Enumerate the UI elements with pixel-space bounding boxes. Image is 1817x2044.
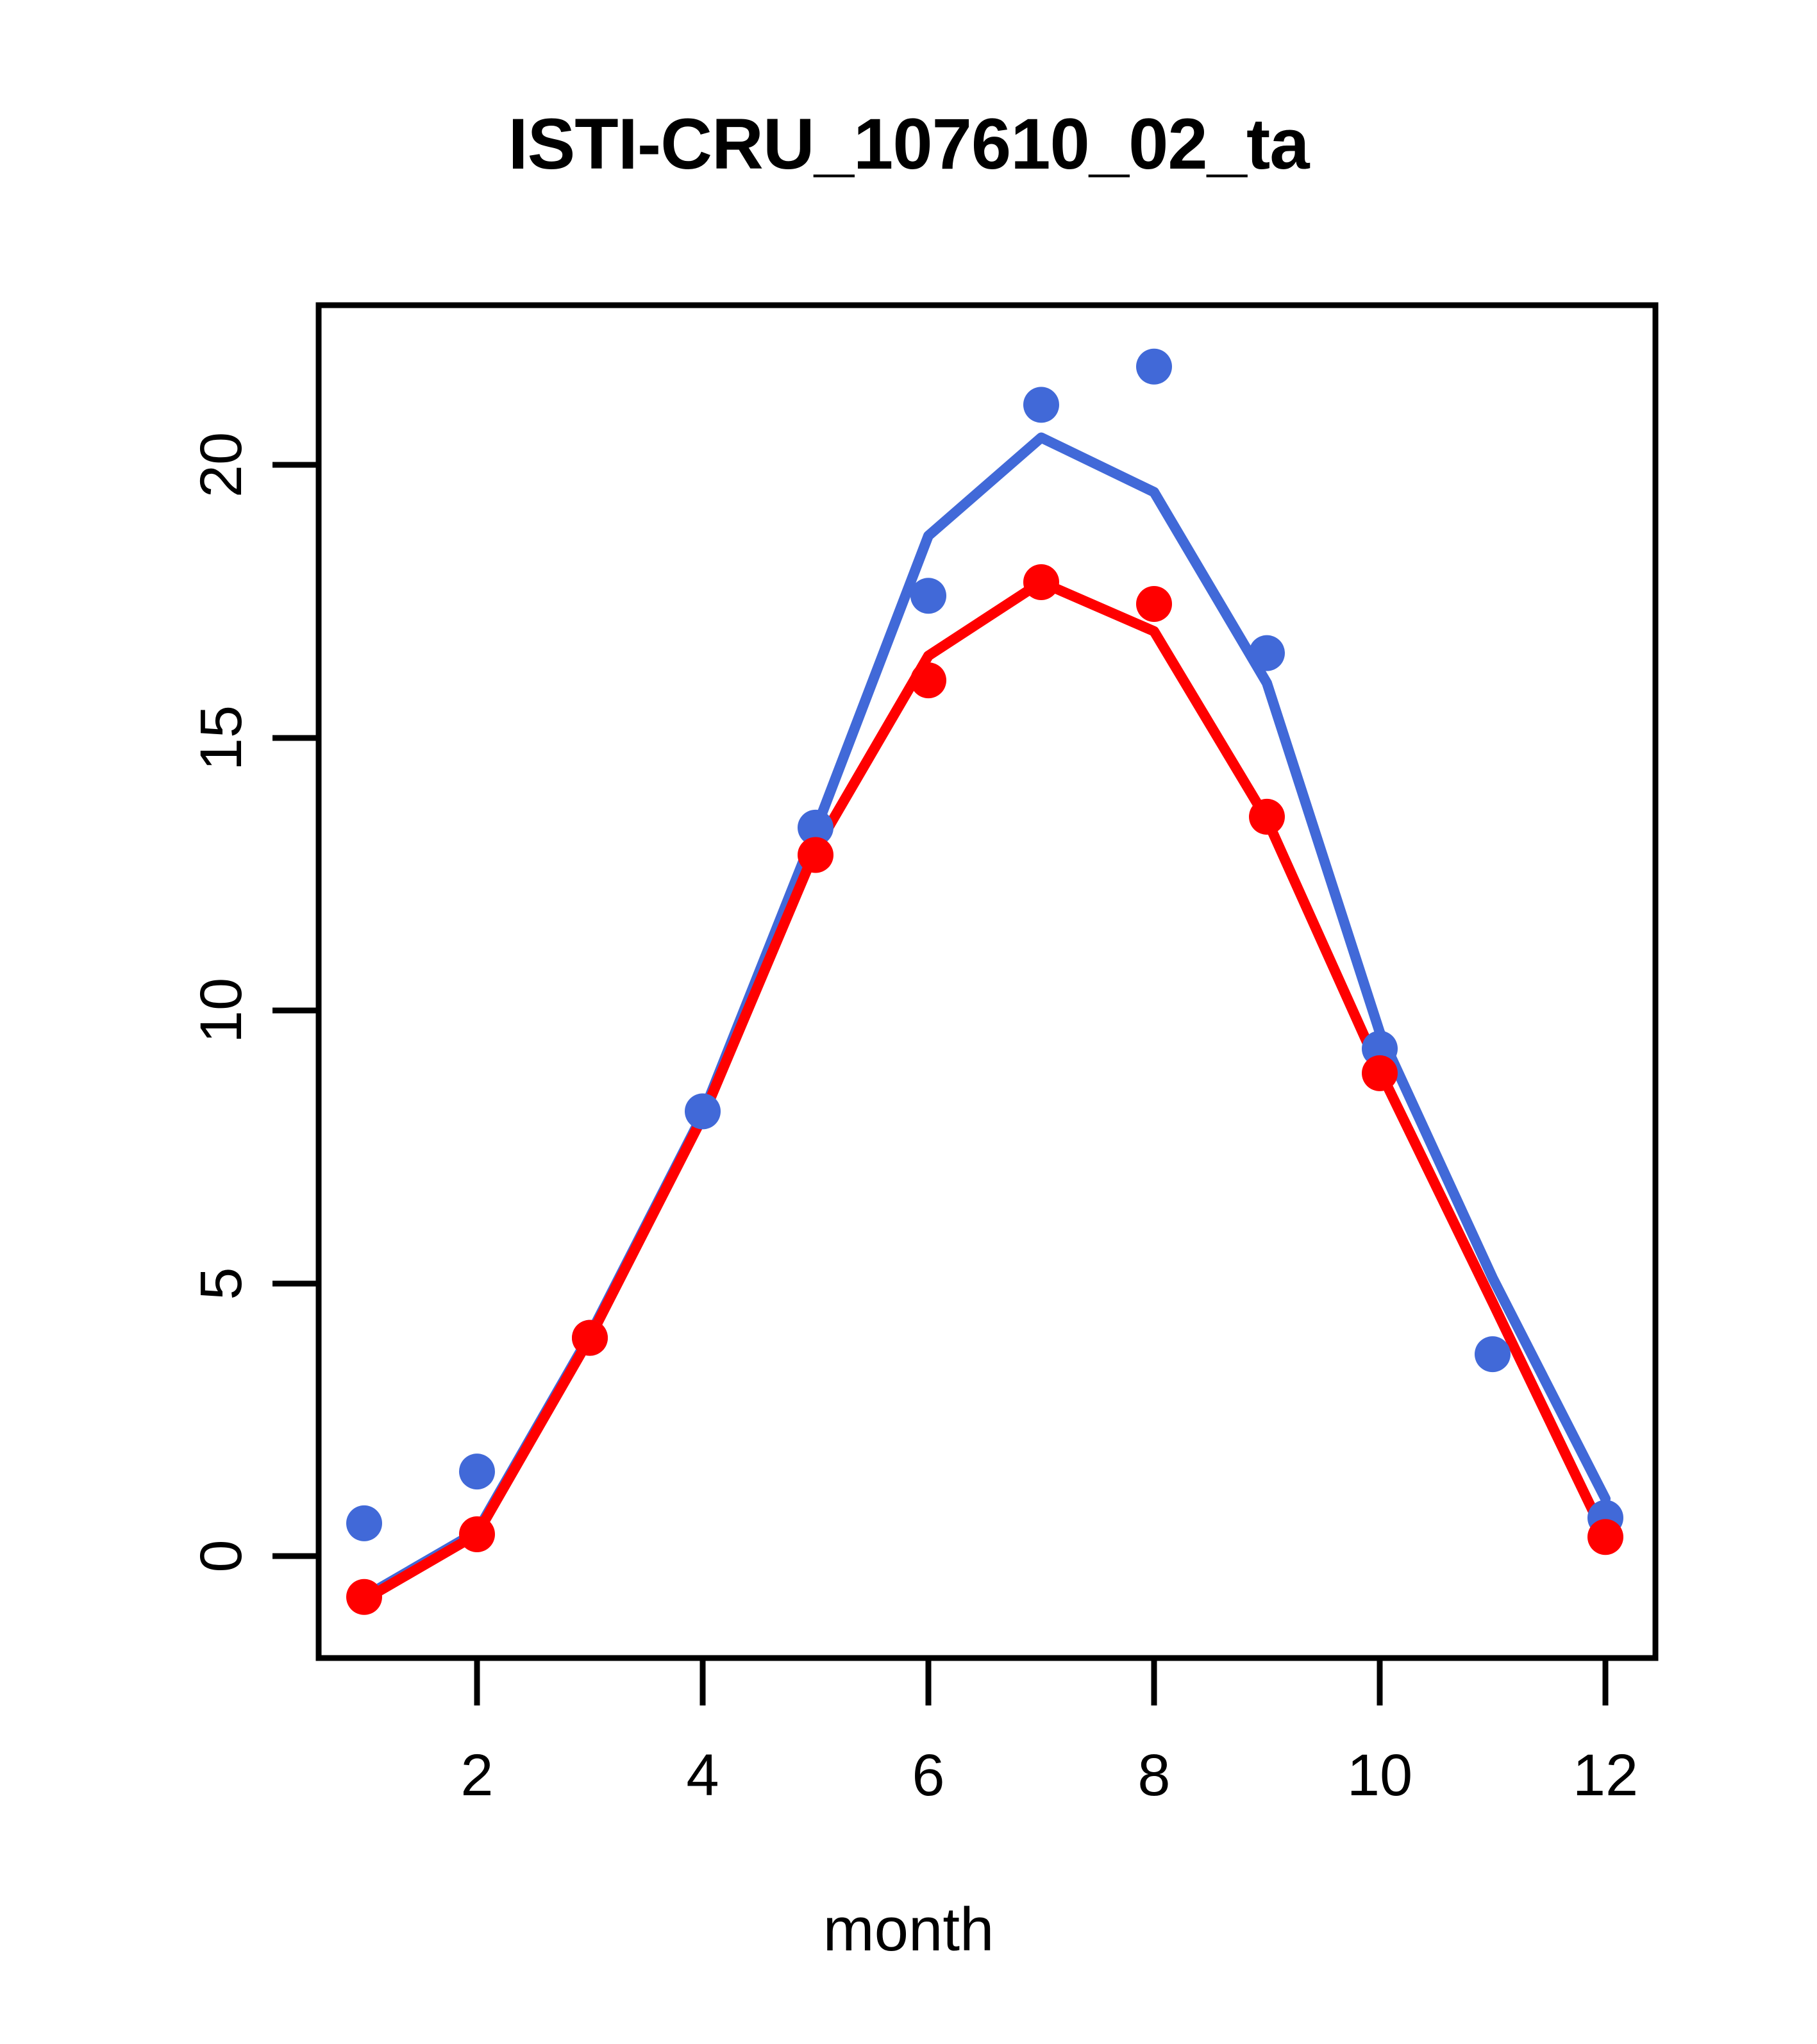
y-tick-label-15: 15 — [188, 705, 254, 771]
y-tick-label-0: 0 — [188, 1539, 254, 1572]
x-axis-tick-labels: 2 4 6 8 10 12 — [460, 1743, 1638, 1808]
y-tick-label-10: 10 — [188, 978, 254, 1043]
data-point-red-points-7 — [1023, 564, 1059, 600]
x-tick-label-2: 2 — [460, 1743, 493, 1808]
data-point-blue-points-5 — [798, 809, 833, 846]
series-points — [346, 348, 1623, 1615]
data-point-red-points-2 — [459, 1516, 495, 1552]
series-line-red-line — [359, 577, 1611, 1605]
x-axis-label: month — [823, 1895, 994, 1964]
data-point-blue-points-1 — [346, 1505, 382, 1541]
y-tick-label-5: 5 — [188, 1267, 254, 1300]
x-tick-label-12: 12 — [1573, 1743, 1638, 1808]
data-point-blue-points-4 — [685, 1093, 721, 1130]
x-tick-label-8: 8 — [1137, 1743, 1170, 1808]
data-point-blue-points-6 — [910, 578, 946, 614]
data-point-blue-points-11 — [1475, 1336, 1511, 1373]
data-point-blue-points-8 — [1136, 348, 1172, 385]
series-lines — [359, 432, 1611, 1605]
data-point-red-points-5 — [798, 837, 833, 873]
data-point-blue-points-9 — [1249, 635, 1285, 671]
x-tick-label-6: 6 — [912, 1743, 944, 1808]
data-point-red-points-12 — [1587, 1519, 1623, 1555]
series-line-blue-line — [359, 432, 1611, 1602]
data-point-red-points-6 — [910, 662, 946, 699]
x-axis-ticks — [474, 1658, 1609, 1705]
y-axis-ticks — [272, 462, 319, 1559]
x-tick-label-10: 10 — [1347, 1743, 1412, 1808]
data-point-red-points-3 — [572, 1319, 608, 1356]
data-point-blue-points-2 — [459, 1453, 495, 1490]
data-point-blue-points-10 — [1362, 1030, 1398, 1067]
data-point-red-points-1 — [346, 1579, 382, 1615]
data-point-red-points-10 — [1362, 1055, 1398, 1091]
chart-title: ISTI-CRU_107610_02_ta — [508, 104, 1309, 184]
data-point-red-points-8 — [1136, 586, 1172, 622]
plot-frame — [315, 302, 1659, 1661]
data-point-blue-points-7 — [1023, 387, 1059, 423]
data-point-red-points-9 — [1249, 798, 1285, 835]
y-tick-label-20: 20 — [188, 432, 254, 498]
y-axis-tick-labels: 20 15 10 5 0 — [188, 432, 254, 1573]
x-tick-label-4: 4 — [686, 1743, 719, 1808]
